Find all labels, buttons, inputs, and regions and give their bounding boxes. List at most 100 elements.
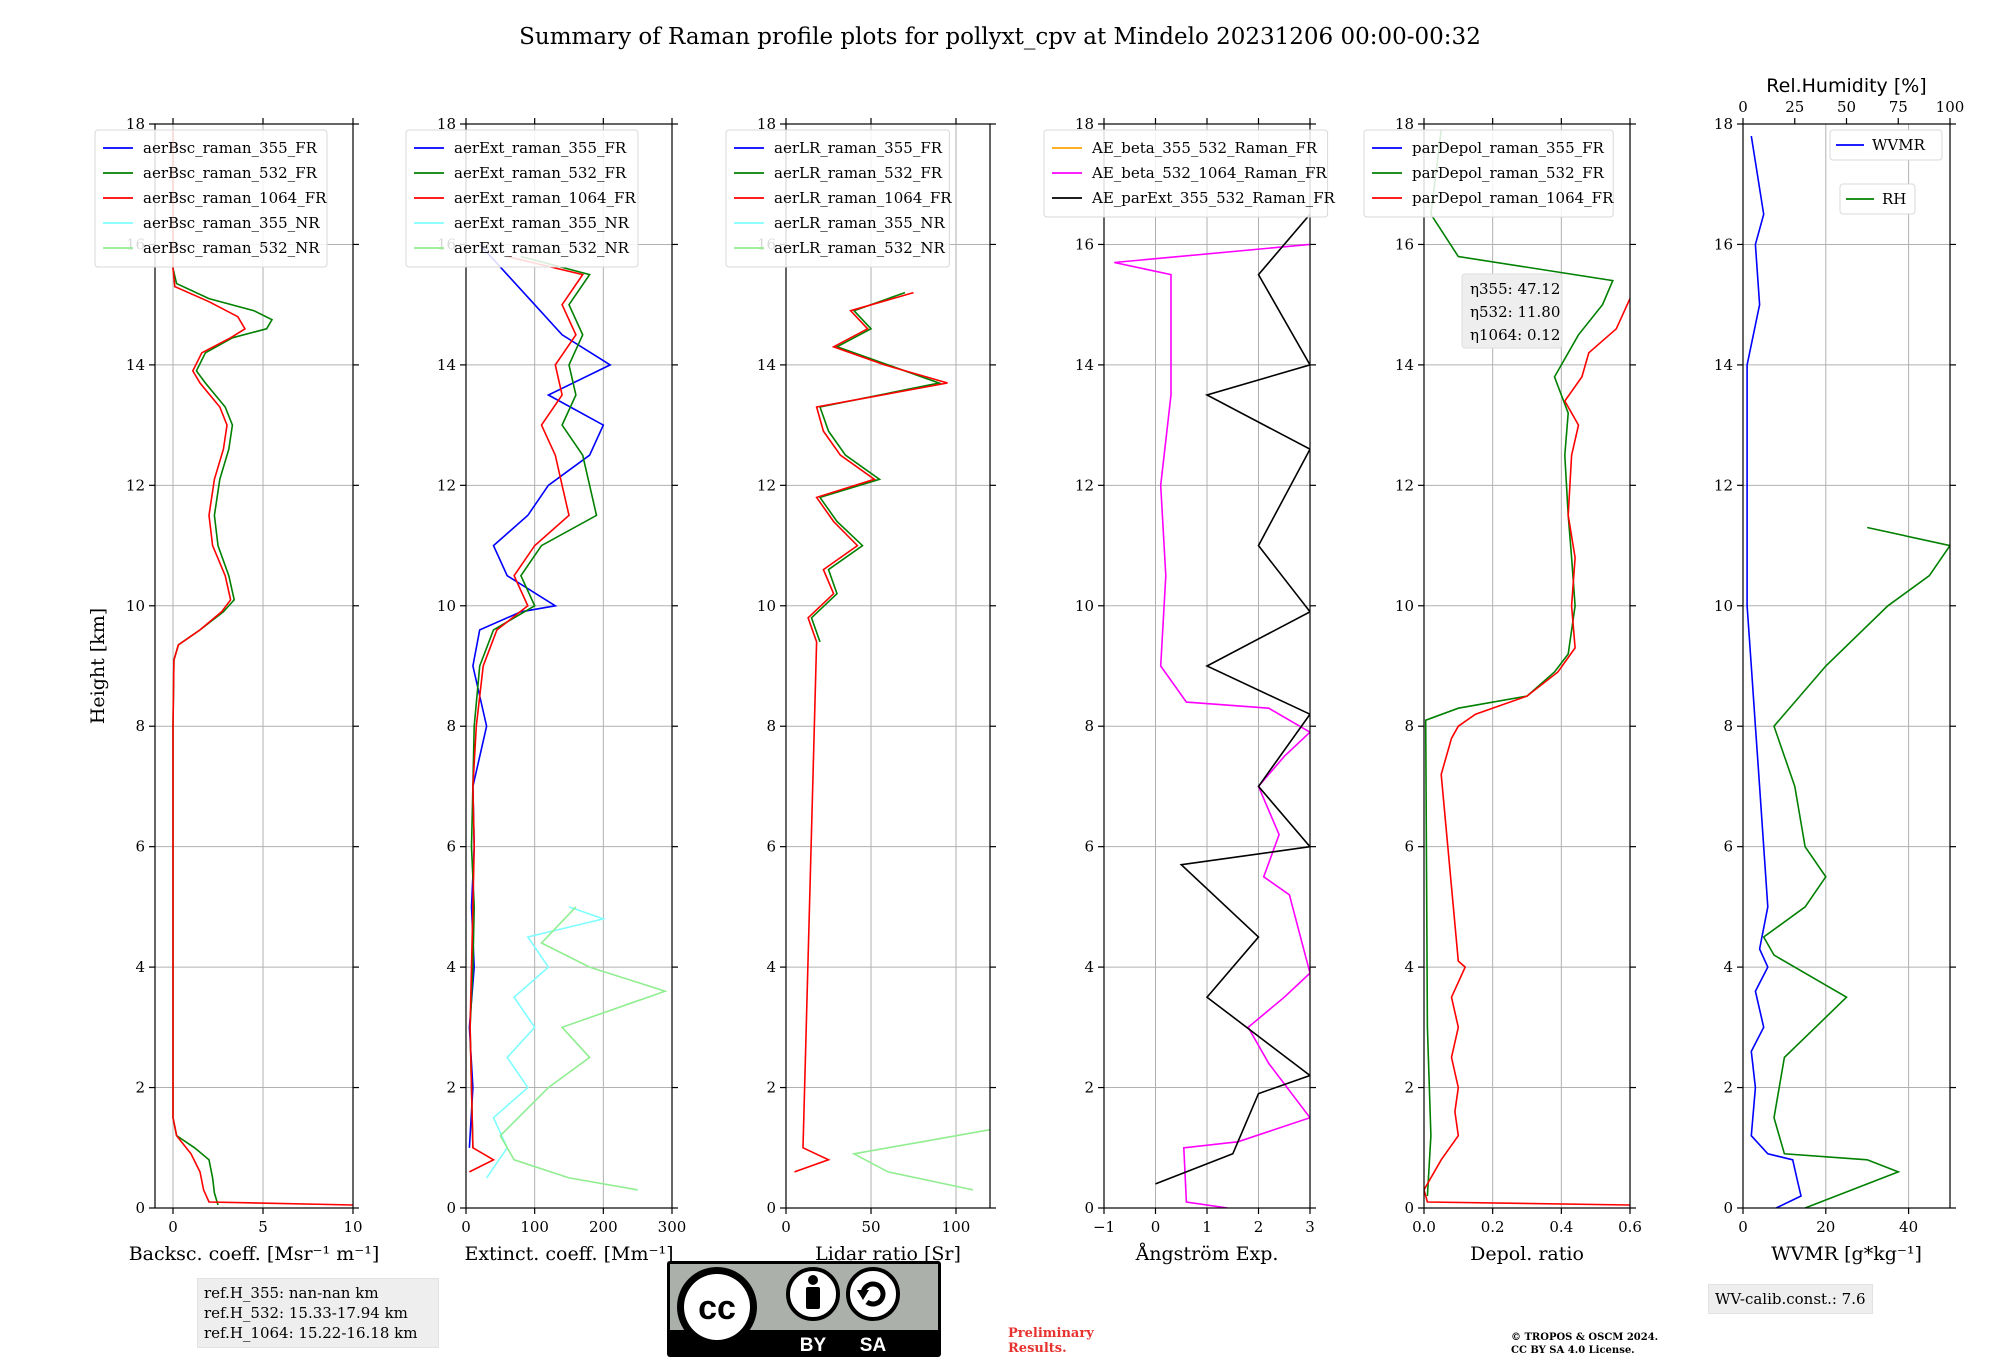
- preliminary-line-2: Results.: [1008, 1341, 1067, 1356]
- plot-frame: [465, 123, 673, 1209]
- legend-label: aerBsc_raman_532_NR: [143, 239, 320, 257]
- legend-box: [1363, 129, 1614, 218]
- legend-label: parDepol_raman_355_FR: [1412, 139, 1605, 157]
- legend-box: [94, 129, 328, 268]
- x-tick-label: 0: [461, 1218, 471, 1236]
- legend: parDepol_raman_355_FR parDepol_raman_532_…: [1363, 129, 1614, 218]
- legend-label: aerExt_raman_532_FR: [454, 164, 627, 182]
- y-tick-label: 12: [437, 476, 456, 494]
- y-tick-label: 18: [437, 115, 456, 133]
- y-tick-label: 12: [1395, 476, 1414, 494]
- top-tick-label: 100: [1936, 98, 1965, 116]
- eta-annotation: η355: 47.12 η532: 11.80 η1064: 0.12: [1461, 273, 1563, 349]
- y-tick-label: 0: [766, 1199, 776, 1217]
- y-tick-label: 0: [135, 1199, 145, 1217]
- legend-label: aerBsc_raman_532_FR: [143, 164, 318, 182]
- eta-box: [1461, 273, 1563, 349]
- y-tick-label: 6: [1084, 838, 1094, 856]
- legend-box: [1043, 129, 1329, 218]
- svg-text:cc: cc: [698, 1289, 736, 1327]
- refh-1064: ref.H_1064: 15.22-16.18 km: [204, 1324, 418, 1342]
- y-tick-label: 14: [1714, 356, 1733, 374]
- y-tick-label: 0: [1404, 1199, 1414, 1217]
- copyright-note: © TROPOS & OSCM 2024. CC BY SA 4.0 Licen…: [1511, 1331, 1658, 1357]
- panel-depol: 0.0 0.2 0.4 0.6 0 2 4 6 8 10 12 14 16 18 Depol. ratio p…: [1363, 115, 1642, 1265]
- y-tick-label: 2: [1084, 1079, 1094, 1097]
- panel-ext: 0100200300024681012141618Extinct. coeff.…: [405, 115, 687, 1265]
- y-tick-label: 0: [1723, 1199, 1733, 1217]
- y-tick-label: 10: [1395, 597, 1414, 615]
- series-group: [468, 243, 668, 1191]
- legend: AE_beta_355_532_Raman_FR AE_beta_532_1064…: [1043, 129, 1336, 218]
- legend-box: [725, 129, 950, 268]
- y-tick-label: 10: [757, 597, 776, 615]
- legend-label: aerBsc_raman_1064_FR: [143, 189, 327, 207]
- y-tick-label: 2: [1723, 1079, 1733, 1097]
- x-tick-label: 3: [1305, 1218, 1315, 1236]
- x-tick-label: 40: [1899, 1218, 1918, 1236]
- legend-label: aerLR_raman_1064_FR: [774, 189, 952, 207]
- y-tick-label: 12: [126, 476, 145, 494]
- panel-lr: 050100024681012141618Lidar ratio [Sr]aer…: [725, 115, 996, 1265]
- x-tick-label: 0.2: [1481, 1218, 1505, 1236]
- legend-label: aerLR_raman_355_FR: [774, 139, 943, 157]
- x-tick-label: 300: [658, 1218, 687, 1236]
- legend-box: [1829, 129, 1943, 161]
- top-tick-label: 50: [1837, 98, 1856, 116]
- series-group: [1114, 213, 1310, 1208]
- x-tick-label: 20: [1816, 1218, 1835, 1236]
- x-tick-label: 0.4: [1549, 1218, 1573, 1236]
- top-tick-label: 75: [1889, 98, 1908, 116]
- copyright-line-1: © TROPOS & OSCM 2024.: [1511, 1332, 1659, 1343]
- refh-532: ref.H_532: 15.33-17.94 km: [204, 1304, 408, 1322]
- legend-label: RH: [1882, 190, 1906, 208]
- x-tick-label: 2: [1254, 1218, 1264, 1236]
- y-tick-label: 14: [1075, 356, 1094, 374]
- y-tick-label: 18: [1075, 115, 1094, 133]
- y-tick-label: 8: [446, 717, 456, 735]
- y-tick-label: 2: [766, 1079, 776, 1097]
- y-tick-label: 16: [1075, 235, 1094, 253]
- x-tick-label: 200: [589, 1218, 618, 1236]
- series-line-parDepol_raman_532_FR: [1424, 129, 1614, 1197]
- x-tick-label: 0: [1151, 1218, 1161, 1236]
- series-group: [1424, 129, 1630, 1206]
- x-tick-label: 1: [1202, 1218, 1212, 1236]
- x-axis-label: Depol. ratio: [1470, 1243, 1584, 1265]
- y-tick-label: 4: [1404, 958, 1414, 976]
- refh-355: ref.H_355: nan-nan km: [204, 1284, 379, 1302]
- y-tick-label: 12: [757, 476, 776, 494]
- legend-label: aerBsc_raman_355_FR: [143, 139, 318, 157]
- x-tick-label: 50: [861, 1218, 880, 1236]
- preliminary-line-1: Preliminary: [1008, 1326, 1094, 1341]
- legend-label: aerLR_raman_355_NR: [774, 214, 945, 232]
- x-tick-label: 10: [343, 1218, 362, 1236]
- series-line-aerLR_raman_1064_FR: [794, 291, 948, 1173]
- y-tick-label: 4: [135, 958, 145, 976]
- x-axis-label: Backsc. coeff. [Msr⁻¹ m⁻¹]: [129, 1243, 380, 1265]
- series-line-aerBsc_raman_532_FR: [172, 130, 274, 1206]
- legend-label: parDepol_raman_1064_FR: [1412, 189, 1614, 207]
- copyright-line-2: CC BY SA 4.0 License.: [1511, 1345, 1635, 1356]
- y-tick-label: 6: [135, 838, 145, 856]
- y-tick-label: 8: [1084, 717, 1094, 735]
- reference-height-box: ref.H_355: nan-nan km ref.H_532: 15.33-1…: [197, 1278, 439, 1348]
- y-tick-label: 2: [135, 1079, 145, 1097]
- legend-label: aerLR_raman_532_NR: [774, 239, 945, 257]
- series-group: [172, 130, 353, 1206]
- legend-label: parDepol_raman_532_FR: [1412, 164, 1605, 182]
- x-tick-label: 100: [520, 1218, 549, 1236]
- x-tick-label: 0: [781, 1218, 791, 1236]
- legend-label: aerExt_raman_355_FR: [454, 139, 627, 157]
- series-line-aerExt_raman_532_NR: [499, 906, 668, 1191]
- y-tick-label: 12: [1075, 476, 1094, 494]
- y-tick-label: 18: [757, 115, 776, 133]
- y-tick-label: 6: [1404, 838, 1414, 856]
- legend-label: AE_beta_355_532_Raman_FR: [1091, 139, 1318, 157]
- y-tick-label: 4: [766, 958, 776, 976]
- y-tick-label: 0: [1084, 1199, 1094, 1217]
- top-axis-label: Rel.Humidity [%]: [1766, 75, 1926, 97]
- top-tick-label: 25: [1785, 98, 1804, 116]
- series-line-parDepol_raman_1064_FR: [1424, 298, 1630, 1206]
